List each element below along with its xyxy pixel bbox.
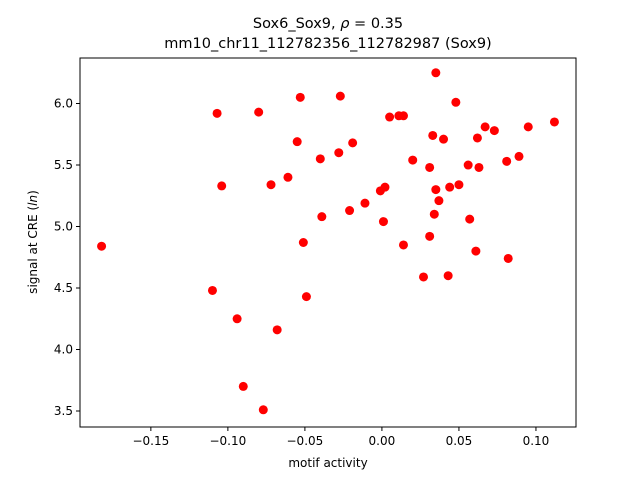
data-point bbox=[408, 155, 418, 165]
data-point bbox=[503, 253, 513, 263]
data-point bbox=[549, 117, 559, 127]
data-point bbox=[425, 162, 435, 172]
y-tick-label: 6.0 bbox=[54, 97, 73, 111]
x-tick-label: 0.00 bbox=[369, 434, 396, 448]
points-layer bbox=[97, 68, 559, 415]
data-point bbox=[445, 182, 455, 192]
y-tick-label: 3.5 bbox=[54, 404, 73, 418]
data-point bbox=[489, 126, 499, 136]
data-point bbox=[348, 138, 358, 148]
data-point bbox=[385, 112, 395, 122]
data-point bbox=[465, 214, 475, 224]
y-tick-label: 4.0 bbox=[54, 343, 73, 357]
data-point bbox=[97, 241, 107, 251]
y-tick-label: 4.5 bbox=[54, 281, 73, 295]
data-point bbox=[463, 160, 473, 170]
data-point bbox=[258, 405, 268, 415]
data-point bbox=[514, 151, 524, 161]
plot-frame bbox=[79, 57, 577, 428]
data-point bbox=[292, 137, 302, 147]
data-point bbox=[480, 122, 490, 132]
y-tick-label: 5.5 bbox=[54, 158, 73, 172]
chart-title-line1: Sox6_Sox9, ρ = 0.35 bbox=[253, 16, 403, 32]
y-tick-label: 5.0 bbox=[54, 220, 73, 234]
data-point bbox=[272, 325, 282, 335]
data-point bbox=[443, 271, 453, 281]
data-point bbox=[502, 156, 512, 166]
data-point bbox=[298, 238, 308, 247]
data-point bbox=[217, 181, 227, 191]
data-point bbox=[301, 292, 311, 302]
data-point bbox=[431, 185, 441, 195]
x-tick-label: −0.05 bbox=[287, 434, 324, 448]
data-point bbox=[434, 196, 444, 206]
x-axis-ticks: −0.15 −0.10 −0.05 0.00 0.05 0.10 bbox=[132, 427, 549, 448]
y-axis-label: signal at CRE (ln) bbox=[26, 190, 40, 294]
data-point bbox=[425, 231, 435, 241]
data-point bbox=[454, 180, 464, 190]
data-point bbox=[398, 240, 408, 250]
data-point bbox=[317, 212, 327, 222]
data-point bbox=[295, 92, 305, 102]
data-point bbox=[439, 134, 449, 144]
x-tick-label: −0.15 bbox=[132, 434, 169, 448]
data-point bbox=[431, 68, 441, 78]
x-tick-label: −0.10 bbox=[209, 434, 246, 448]
data-point bbox=[471, 246, 481, 256]
data-point bbox=[451, 97, 461, 107]
data-point bbox=[335, 91, 345, 101]
x-tick-label: 0.10 bbox=[523, 434, 550, 448]
data-point bbox=[419, 272, 428, 282]
data-point bbox=[238, 381, 248, 391]
data-point bbox=[266, 180, 276, 190]
data-point bbox=[428, 130, 438, 140]
data-point bbox=[378, 217, 388, 227]
y-axis-ticks: 3.5 4.0 4.5 5.0 5.5 6.0 bbox=[54, 97, 80, 418]
data-point bbox=[380, 182, 390, 192]
data-point bbox=[398, 111, 408, 121]
data-point bbox=[283, 172, 293, 182]
x-axis-label: motif activity bbox=[288, 456, 367, 470]
data-point bbox=[232, 314, 242, 324]
data-point bbox=[212, 108, 222, 118]
data-point bbox=[360, 198, 370, 208]
chart-title-line2: mm10_chr11_112782356_112782987 (Sox9) bbox=[164, 36, 491, 52]
data-point bbox=[315, 154, 325, 164]
data-point bbox=[429, 209, 439, 219]
data-point bbox=[345, 206, 355, 216]
data-point bbox=[207, 285, 217, 295]
data-point bbox=[254, 107, 264, 117]
x-tick-label: 0.05 bbox=[446, 434, 473, 448]
data-point bbox=[474, 162, 484, 172]
data-point bbox=[334, 148, 344, 158]
data-point bbox=[472, 133, 482, 143]
data-point bbox=[523, 122, 533, 132]
